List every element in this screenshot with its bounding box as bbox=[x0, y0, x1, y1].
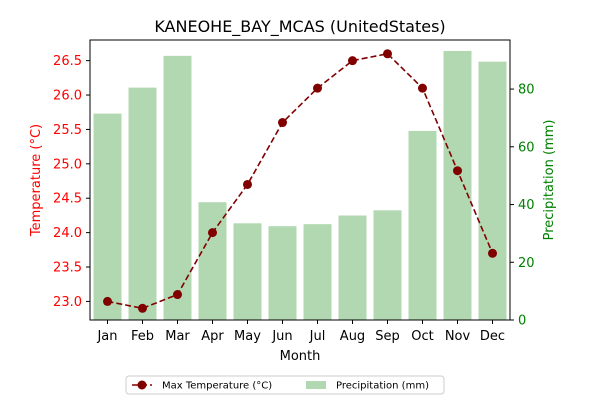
x-tick-label: Aug bbox=[340, 329, 365, 344]
precipitation-bar-jan bbox=[93, 113, 122, 320]
precipitation-bar-may bbox=[233, 223, 262, 320]
temperature-point-jun bbox=[278, 118, 287, 128]
x-tick-label: May bbox=[234, 329, 261, 344]
precipitation-bar-mar bbox=[163, 55, 192, 321]
temperature-point-jan bbox=[103, 296, 112, 306]
plot-frame bbox=[89, 39, 511, 321]
y-left-tick-label: 23.0 bbox=[53, 295, 82, 310]
precipitation-bar-jun bbox=[268, 226, 297, 320]
legend-box bbox=[125, 375, 445, 395]
precipitation-bar-oct bbox=[408, 130, 437, 320]
temperature-line-layer bbox=[103, 49, 497, 313]
legend-label-precipitation: Precipitation (mm) bbox=[336, 381, 429, 392]
y-right-tick-label: 40 bbox=[518, 198, 535, 213]
temperature-point-dec bbox=[488, 248, 497, 258]
y-left-tick-label: 24.0 bbox=[53, 226, 82, 241]
y-left-tick-label: 25.0 bbox=[53, 157, 82, 172]
y-right-tick-label: 0 bbox=[518, 314, 526, 329]
temperature-point-sep bbox=[383, 49, 392, 59]
x-tick-label: Jul bbox=[309, 329, 326, 344]
x-tick-label: Sep bbox=[375, 329, 400, 344]
y-left-tick-label: 25.5 bbox=[53, 123, 82, 138]
precipitation-bars bbox=[93, 50, 507, 321]
precipitation-bar-apr bbox=[198, 202, 227, 320]
precipitation-bar-feb bbox=[128, 87, 157, 320]
x-tick-label: Jan bbox=[96, 329, 117, 344]
x-axis-label: Month bbox=[280, 349, 321, 364]
temperature-line bbox=[107, 52, 494, 310]
x-tick-label: Oct bbox=[411, 329, 433, 344]
temperature-point-apr bbox=[208, 228, 217, 238]
y-axis-left-label: Temperature (°C) bbox=[29, 124, 44, 237]
precipitation-bar-nov bbox=[443, 50, 472, 321]
precipitation-bar-dec bbox=[478, 61, 507, 321]
precipitation-bar-sep bbox=[373, 210, 402, 320]
y-axis-right: 0 20 40 60 80 bbox=[510, 83, 535, 329]
legend-marker-swatch bbox=[137, 380, 147, 390]
y-left-tick-label: 26.5 bbox=[53, 54, 82, 69]
x-tick-label: Jun bbox=[271, 329, 292, 344]
temperature-point-aug bbox=[348, 56, 357, 66]
temperature-point-mar bbox=[173, 290, 182, 300]
precipitation-bar-aug bbox=[338, 215, 367, 320]
temperature-point-feb bbox=[138, 303, 147, 313]
x-tick-label: Feb bbox=[131, 329, 154, 344]
y-right-tick-label: 60 bbox=[518, 140, 535, 155]
temperature-point-may bbox=[243, 179, 252, 189]
x-tick-label: Mar bbox=[165, 329, 190, 344]
legend-label-temperature: Max Temperature (°C) bbox=[162, 381, 272, 392]
legend: Max Temperature (°C) Precipitation (mm) bbox=[125, 375, 445, 395]
chart-title: KANEOHE_BAY_MCAS (UnitedStates) bbox=[154, 17, 445, 37]
legend-bar-swatch bbox=[306, 381, 326, 389]
x-axis: Jan Feb Mar Apr May Jun Jul Aug Sep Oct Nov Dec bbox=[96, 320, 505, 344]
x-tick-label: Dec bbox=[480, 329, 505, 344]
y-right-tick-label: 80 bbox=[518, 83, 535, 98]
x-tick-label: Apr bbox=[201, 329, 224, 344]
x-tick-label: Nov bbox=[445, 329, 471, 344]
y-axis-left: 23.0 23.5 24.0 24.5 25.0 25.5 26.0 26.5 bbox=[53, 54, 90, 310]
y-right-tick-label: 20 bbox=[518, 256, 535, 271]
temperature-point-jul bbox=[313, 83, 322, 93]
temperature-point-nov bbox=[453, 166, 462, 176]
y-axis-right-label: Precipitation (mm) bbox=[542, 120, 557, 241]
temperature-point-oct bbox=[418, 83, 427, 93]
y-left-tick-label: 24.5 bbox=[53, 192, 82, 207]
precipitation-bar-jul bbox=[303, 224, 332, 320]
y-left-tick-label: 23.5 bbox=[53, 261, 82, 276]
y-left-tick-label: 26.0 bbox=[53, 89, 82, 104]
